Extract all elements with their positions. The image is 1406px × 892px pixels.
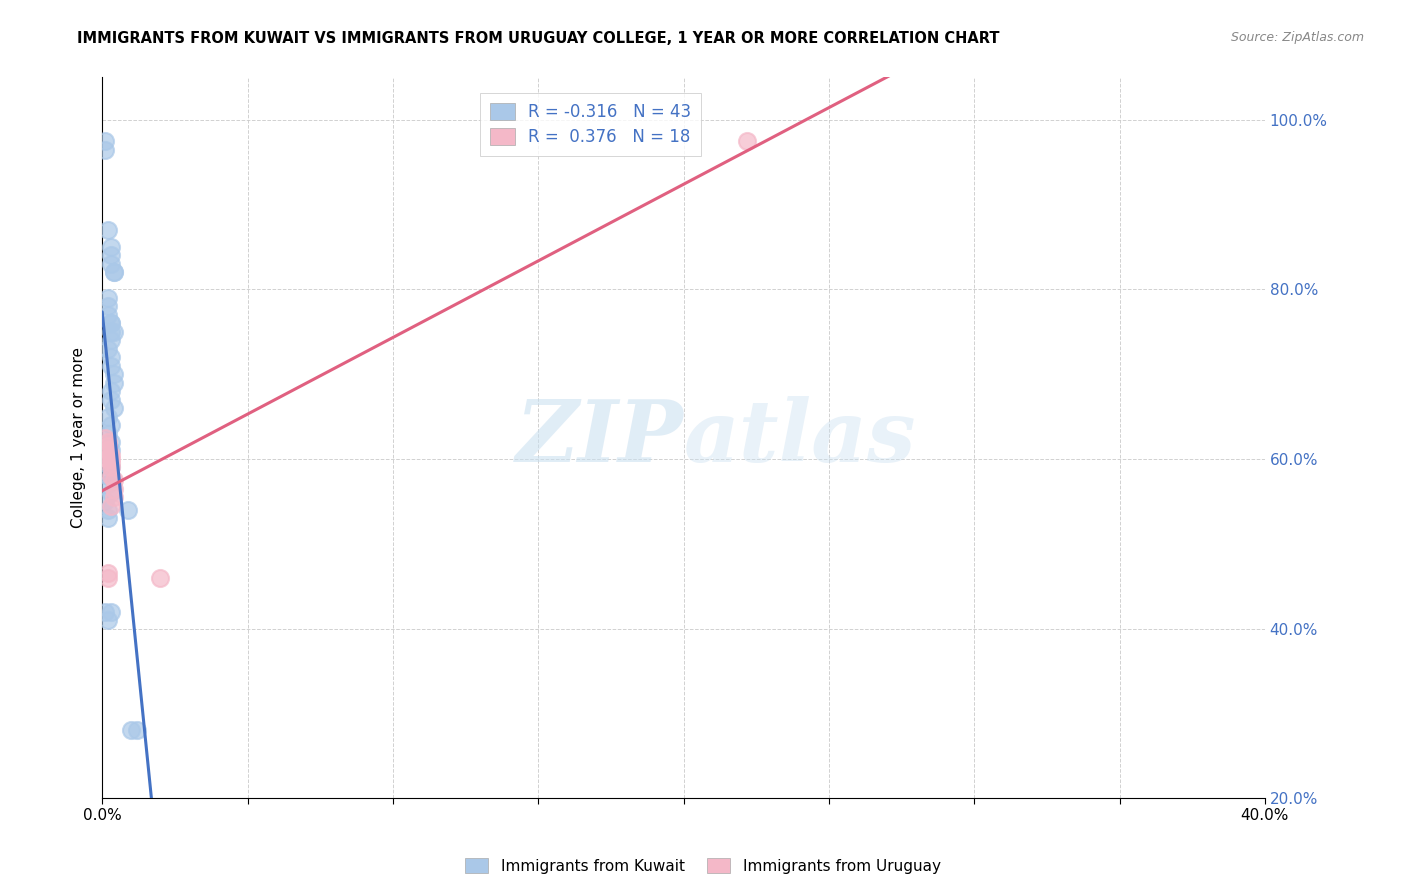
Point bbox=[100, 452, 122, 467]
Point bbox=[103, 401, 125, 415]
Point bbox=[100, 316, 122, 330]
Point bbox=[100, 499, 122, 513]
Point bbox=[97, 613, 120, 627]
Point bbox=[97, 452, 120, 467]
Point bbox=[100, 435, 122, 450]
Point bbox=[103, 490, 125, 504]
Point bbox=[100, 359, 122, 373]
Text: IMMIGRANTS FROM KUWAIT VS IMMIGRANTS FROM URUGUAY COLLEGE, 1 YEAR OR MORE CORREL: IMMIGRANTS FROM KUWAIT VS IMMIGRANTS FRO… bbox=[77, 31, 1000, 46]
Point bbox=[97, 426, 120, 441]
Text: ZIP: ZIP bbox=[516, 396, 683, 480]
Point bbox=[100, 443, 122, 458]
Point bbox=[100, 460, 122, 475]
Point bbox=[120, 723, 142, 738]
Point bbox=[100, 605, 122, 619]
Point bbox=[103, 265, 125, 279]
Point bbox=[97, 291, 120, 305]
Point bbox=[97, 308, 120, 322]
Point bbox=[97, 299, 120, 313]
Point bbox=[103, 473, 125, 487]
Point bbox=[94, 431, 117, 445]
Point bbox=[94, 143, 117, 157]
Point bbox=[94, 494, 117, 508]
Point bbox=[94, 134, 117, 148]
Point bbox=[100, 384, 122, 398]
Point bbox=[103, 265, 125, 279]
Point bbox=[97, 435, 120, 450]
Point bbox=[103, 482, 125, 496]
Point bbox=[97, 452, 120, 467]
Legend: R = -0.316   N = 43, R =  0.376   N = 18: R = -0.316 N = 43, R = 0.376 N = 18 bbox=[479, 93, 702, 156]
Point bbox=[100, 257, 122, 271]
Point bbox=[100, 417, 122, 432]
Point bbox=[737, 134, 759, 148]
Point bbox=[97, 409, 120, 424]
Point bbox=[94, 605, 117, 619]
Point bbox=[97, 566, 120, 581]
Point bbox=[149, 571, 172, 585]
Point bbox=[97, 477, 120, 491]
Point bbox=[100, 448, 122, 462]
Y-axis label: College, 1 year or more: College, 1 year or more bbox=[72, 347, 86, 528]
Point bbox=[127, 723, 149, 738]
Point bbox=[103, 325, 125, 339]
Point bbox=[97, 443, 120, 458]
Point bbox=[100, 333, 122, 347]
Point bbox=[97, 223, 120, 237]
Point bbox=[97, 469, 120, 483]
Point bbox=[100, 350, 122, 364]
Text: Source: ZipAtlas.com: Source: ZipAtlas.com bbox=[1230, 31, 1364, 45]
Point bbox=[100, 456, 122, 470]
Point bbox=[103, 367, 125, 381]
Point bbox=[100, 469, 122, 483]
Point bbox=[100, 240, 122, 254]
Point bbox=[100, 248, 122, 262]
Point bbox=[117, 503, 139, 517]
Point bbox=[100, 486, 122, 500]
Legend: Immigrants from Kuwait, Immigrants from Uruguay: Immigrants from Kuwait, Immigrants from … bbox=[460, 852, 946, 880]
Point bbox=[97, 571, 120, 585]
Text: atlas: atlas bbox=[683, 396, 917, 480]
Point bbox=[97, 439, 120, 453]
Point bbox=[97, 342, 120, 356]
Point bbox=[100, 316, 122, 330]
Point bbox=[97, 503, 120, 517]
Point bbox=[100, 460, 122, 475]
Point bbox=[97, 511, 120, 525]
Point bbox=[100, 392, 122, 407]
Point bbox=[103, 376, 125, 390]
Point bbox=[100, 325, 122, 339]
